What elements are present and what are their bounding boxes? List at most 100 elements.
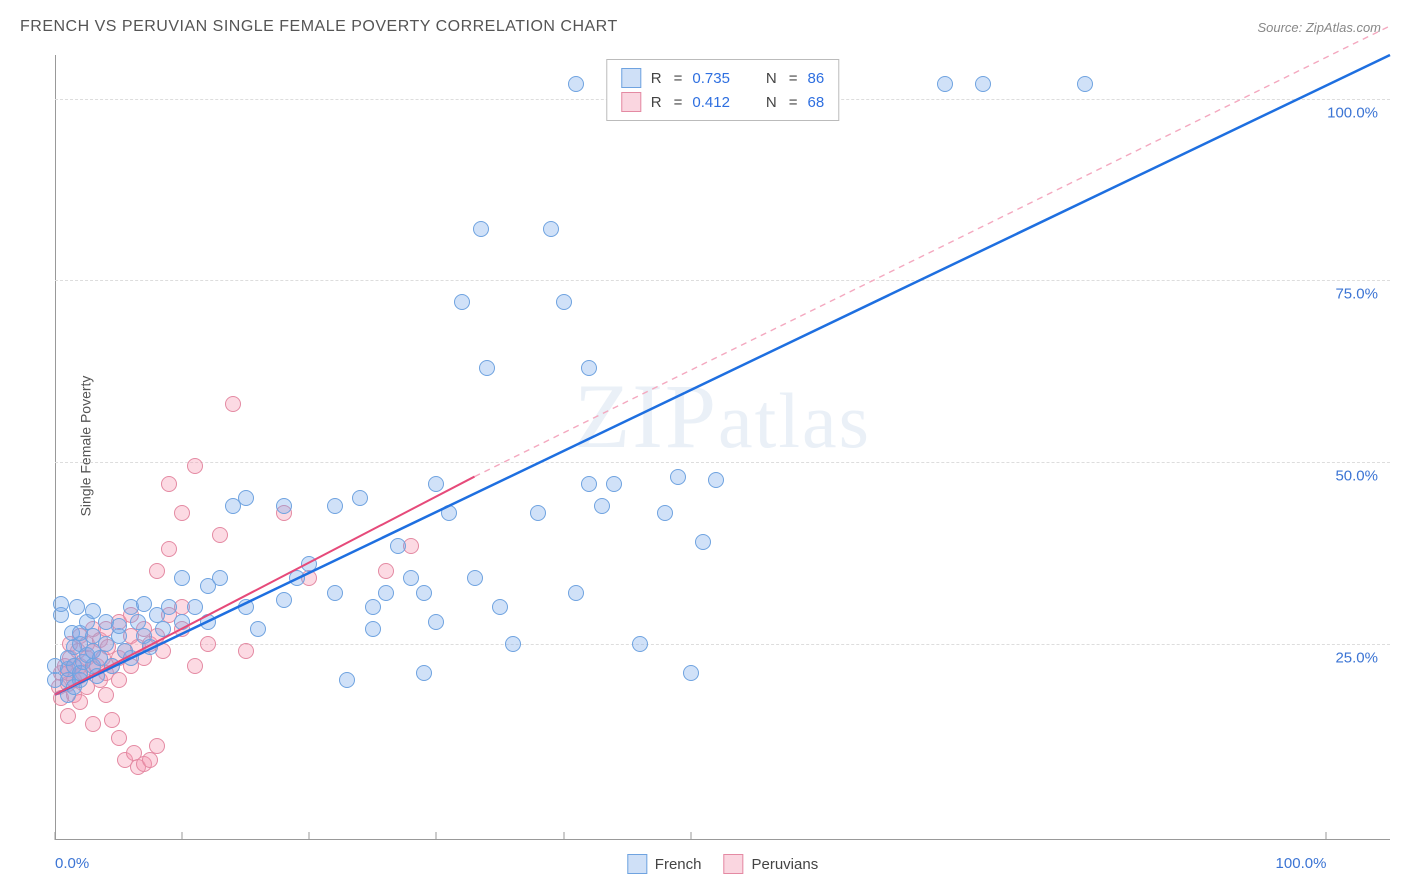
x-tick-mark bbox=[1326, 832, 1327, 840]
chart-title: FRENCH VS PERUVIAN SINGLE FEMALE POVERTY… bbox=[20, 18, 618, 36]
legend-label-peruvians: Peruvians bbox=[751, 856, 818, 873]
data-point-french bbox=[250, 621, 266, 637]
data-point-peruvians bbox=[174, 505, 190, 521]
data-point-french bbox=[556, 294, 572, 310]
r-label: R bbox=[651, 94, 662, 111]
data-point-french bbox=[200, 614, 216, 630]
x-tick-mark bbox=[436, 832, 437, 840]
x-tick-mark bbox=[690, 832, 691, 840]
gridline bbox=[55, 280, 1390, 281]
data-point-french bbox=[142, 639, 158, 655]
data-point-french bbox=[708, 472, 724, 488]
data-point-peruvians bbox=[111, 672, 127, 688]
data-point-peruvians bbox=[142, 752, 158, 768]
data-point-french bbox=[174, 570, 190, 586]
data-point-french bbox=[568, 76, 584, 92]
data-point-french bbox=[123, 650, 139, 666]
plot-surface: ZIPatlas 25.0%50.0%75.0%100.0%0.0%100.0% bbox=[55, 55, 1390, 840]
data-point-peruvians bbox=[149, 563, 165, 579]
x-tick-label-right: 100.0% bbox=[1276, 855, 1327, 872]
equals-sign: = bbox=[789, 94, 798, 111]
data-point-french bbox=[327, 585, 343, 601]
r-label: R bbox=[651, 70, 662, 87]
x-axis bbox=[55, 839, 1390, 840]
data-point-peruvians bbox=[149, 738, 165, 754]
data-point-french bbox=[937, 76, 953, 92]
data-point-french bbox=[365, 599, 381, 615]
data-point-french bbox=[428, 614, 444, 630]
data-point-peruvians bbox=[187, 658, 203, 674]
data-point-french bbox=[276, 592, 292, 608]
data-point-french bbox=[390, 538, 406, 554]
data-point-peruvians bbox=[378, 563, 394, 579]
data-point-peruvians bbox=[98, 687, 114, 703]
data-point-french bbox=[505, 636, 521, 652]
data-point-french bbox=[479, 360, 495, 376]
data-point-french bbox=[89, 668, 105, 684]
legend-item-peruvians: Peruvians bbox=[723, 854, 818, 874]
data-point-french bbox=[339, 672, 355, 688]
data-point-french bbox=[327, 498, 343, 514]
y-axis bbox=[55, 55, 56, 840]
data-point-french bbox=[581, 360, 597, 376]
data-point-french bbox=[568, 585, 584, 601]
data-point-french bbox=[467, 570, 483, 586]
data-point-french bbox=[155, 621, 171, 637]
x-tick-label-left: 0.0% bbox=[55, 855, 89, 872]
data-point-french bbox=[695, 534, 711, 550]
n-value-french: 86 bbox=[808, 70, 825, 87]
data-point-peruvians bbox=[85, 716, 101, 732]
data-point-french bbox=[53, 596, 69, 612]
data-point-french bbox=[289, 570, 305, 586]
data-point-peruvians bbox=[238, 643, 254, 659]
source-attribution: Source: ZipAtlas.com bbox=[1257, 20, 1381, 35]
equals-sign: = bbox=[789, 70, 798, 87]
data-point-peruvians bbox=[161, 541, 177, 557]
data-point-french bbox=[365, 621, 381, 637]
data-point-french bbox=[473, 221, 489, 237]
data-point-peruvians bbox=[60, 708, 76, 724]
data-point-peruvians bbox=[111, 730, 127, 746]
legend-item-french: French bbox=[627, 854, 702, 874]
french-swatch-icon bbox=[627, 854, 647, 874]
data-point-french bbox=[581, 476, 597, 492]
chart-area: ZIPatlas 25.0%50.0%75.0%100.0%0.0%100.0%… bbox=[55, 55, 1390, 840]
gridline bbox=[55, 644, 1390, 645]
data-point-french bbox=[416, 665, 432, 681]
data-point-french bbox=[301, 556, 317, 572]
data-point-peruvians bbox=[187, 458, 203, 474]
n-value-peruvians: 68 bbox=[808, 94, 825, 111]
peruvian-swatch-icon bbox=[621, 92, 641, 112]
data-point-french bbox=[238, 490, 254, 506]
legend-label-french: French bbox=[655, 856, 702, 873]
data-point-french bbox=[530, 505, 546, 521]
peruvian-swatch-icon bbox=[723, 854, 743, 874]
data-point-french bbox=[69, 599, 85, 615]
data-point-peruvians bbox=[212, 527, 228, 543]
data-point-french bbox=[632, 636, 648, 652]
y-tick-label: 50.0% bbox=[1335, 468, 1378, 485]
data-point-french bbox=[975, 76, 991, 92]
french-swatch-icon bbox=[621, 68, 641, 88]
x-tick-mark bbox=[563, 832, 564, 840]
data-point-french bbox=[111, 618, 127, 634]
data-point-french bbox=[454, 294, 470, 310]
data-point-french bbox=[683, 665, 699, 681]
gridline bbox=[55, 462, 1390, 463]
legend-row-french: R = 0.735 N = 86 bbox=[621, 66, 824, 90]
data-point-french bbox=[174, 614, 190, 630]
data-point-french bbox=[161, 599, 177, 615]
r-value-french: 0.735 bbox=[692, 70, 730, 87]
data-point-peruvians bbox=[225, 396, 241, 412]
data-point-french bbox=[492, 599, 508, 615]
data-point-french bbox=[416, 585, 432, 601]
trend-lines bbox=[55, 55, 1390, 840]
series-legend: French Peruvians bbox=[627, 854, 818, 874]
data-point-french bbox=[428, 476, 444, 492]
y-tick-label: 100.0% bbox=[1327, 104, 1378, 121]
data-point-french bbox=[670, 469, 686, 485]
data-point-french bbox=[276, 498, 292, 514]
equals-sign: = bbox=[674, 70, 683, 87]
correlation-legend: R = 0.735 N = 86 R = 0.412 N = 68 bbox=[606, 59, 839, 121]
data-point-french bbox=[441, 505, 457, 521]
